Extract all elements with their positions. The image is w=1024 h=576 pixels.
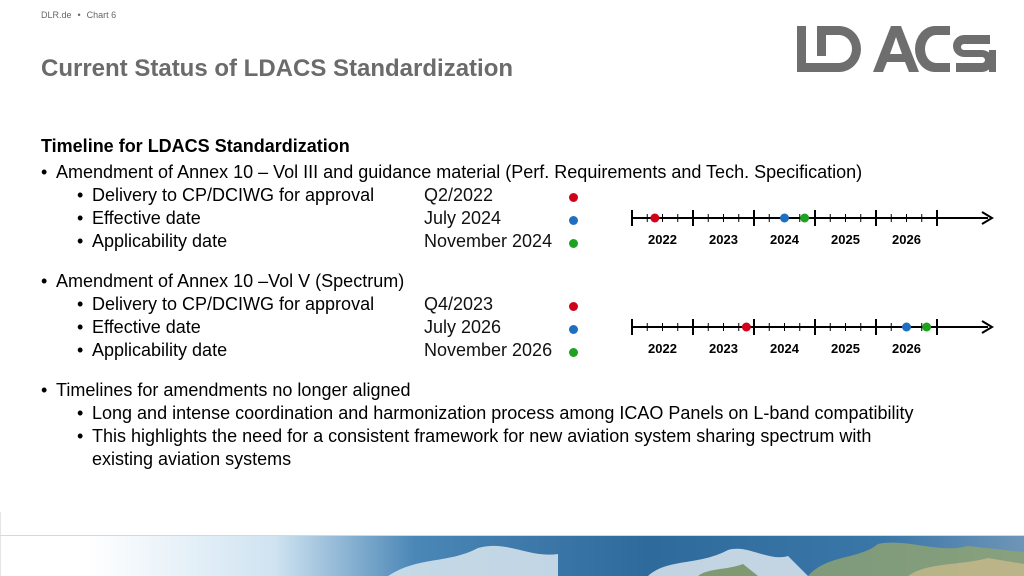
item-label: Effective date	[92, 208, 201, 228]
bullet-marker: •	[41, 271, 48, 291]
milestone-marker	[922, 322, 932, 332]
site-name: DLR.de	[41, 10, 72, 20]
breadcrumb-separator: •	[77, 10, 81, 20]
blue-dot	[569, 216, 578, 225]
sub-bullet: • Applicability date	[77, 340, 228, 360]
year-label: 2026	[892, 232, 921, 247]
timeline-arrow	[981, 320, 994, 334]
timeline-vol3: 2022 2023 2024 2025 2026	[626, 203, 998, 256]
year-label: 2026	[892, 341, 921, 356]
ldacs-logo	[795, 24, 997, 81]
timeline-svg: 2022 2023 2024 2025 2026	[631, 210, 994, 247]
sub-text: Long and intense coordination and harmon…	[92, 403, 914, 423]
year-label: 2022	[648, 232, 677, 247]
header-breadcrumb: DLR.de • Chart 6	[41, 10, 116, 20]
sub-bullet: • Long and intense coordination and harmo…	[77, 403, 914, 423]
year-label: 2023	[709, 232, 738, 247]
blue-dot	[569, 325, 578, 334]
milestone-marker	[902, 322, 911, 332]
bullet-text: Amendment of Annex 10 –Vol V (Spectrum)	[56, 271, 405, 291]
timeline-svg: 2022 2023 2024 2025 2026	[631, 319, 994, 356]
green-dot	[569, 348, 578, 357]
item-label: Effective date	[92, 317, 201, 337]
bullet-annex10-vol3: • Amendment of Annex 10 – Vol III and gui…	[41, 162, 862, 183]
item-value: Q2/2022	[424, 185, 494, 205]
milestone-marker	[780, 213, 789, 223]
bullet-marker: •	[41, 162, 48, 182]
sub-text: This highlights the need for a consisten…	[92, 426, 872, 446]
footer-divider	[0, 512, 1, 576]
year-label: 2023	[709, 341, 738, 356]
bullet-marker: •	[41, 380, 48, 400]
year-label: 2025	[831, 232, 860, 247]
bullet-text: Timelines for amendments no longer align…	[56, 380, 411, 400]
milestone-marker	[741, 322, 751, 332]
year-label: 2024	[770, 341, 800, 356]
item-label: Applicability date	[92, 340, 228, 360]
milestone-marker	[650, 213, 660, 223]
bullet-text: Amendment of Annex 10 – Vol III and guid…	[56, 162, 863, 182]
bullet-annex10-vol5: • Amendment of Annex 10 –Vol V (Spectrum)	[41, 271, 404, 292]
item-value: Q4/2023	[424, 294, 494, 314]
sub-text-continued: existing aviation systems	[92, 449, 292, 469]
year-label: 2025	[831, 341, 860, 356]
item-label: Delivery to CP/DCIWG for approval	[92, 294, 375, 314]
green-dot	[569, 239, 578, 248]
sub-bullet: • Effective date	[77, 317, 201, 337]
item-value: November 2026	[424, 340, 553, 360]
sub-bullet: • This highlights the need for a consiste…	[77, 426, 872, 446]
bullet-timelines: • Timelines for amendments no longer alig…	[41, 380, 411, 401]
chart-label: Chart 6	[86, 10, 117, 20]
section-heading: Timeline for LDACS Standardization	[41, 136, 350, 156]
milestone-marker	[800, 213, 810, 223]
earth-image-band	[88, 536, 1024, 576]
sub-bullet: • Delivery to CP/DCIWG for approval	[77, 294, 375, 314]
page-title: Current Status of LDACS Standardization	[41, 55, 514, 82]
timeline-vol5: 2022 2023 2024 2025 2026	[626, 312, 998, 365]
year-label: 2022	[648, 341, 677, 356]
item-label: Delivery to CP/DCIWG for approval	[92, 185, 375, 205]
sub-bullet: • Effective date	[77, 208, 201, 228]
year-label: 2024	[770, 232, 800, 247]
sub-bullet: • Delivery to CP/DCIWG for approval	[77, 185, 375, 205]
item-value: November 2024	[424, 231, 553, 251]
item-label: Applicability date	[92, 231, 228, 251]
sub-bullet: • Applicability date	[77, 231, 228, 251]
red-dot	[569, 193, 578, 202]
item-value: July 2024	[424, 208, 502, 228]
item-value: July 2026	[424, 317, 502, 337]
footer-rule	[0, 535, 1024, 536]
red-dot	[569, 302, 578, 311]
timeline-arrow	[981, 211, 994, 225]
